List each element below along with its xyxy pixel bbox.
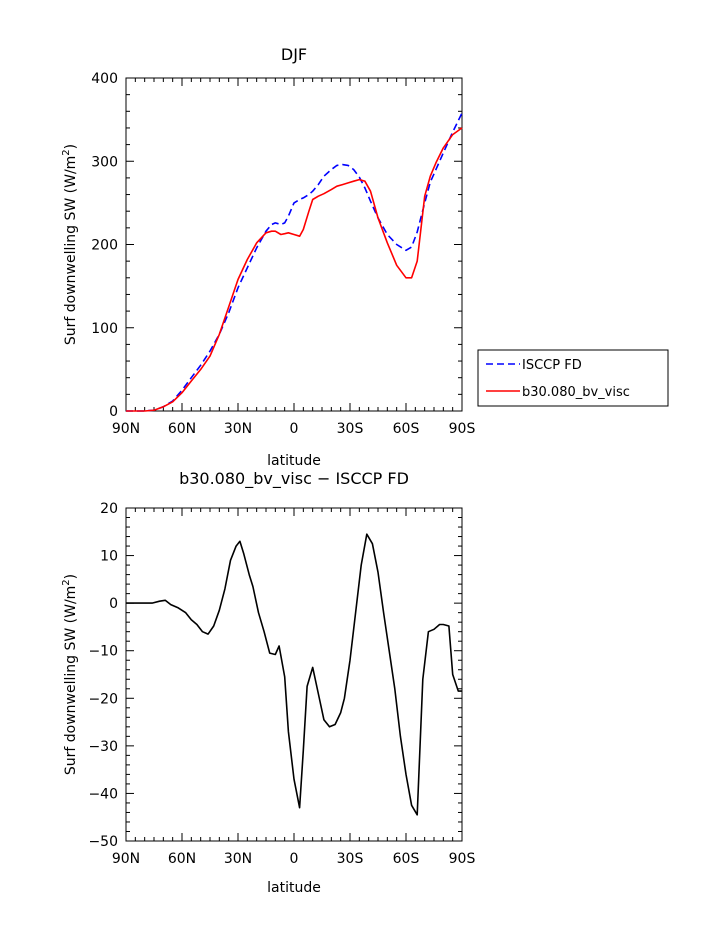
series-line-isccp-fd [126,112,463,412]
chart-panel-1: 90N 60N 30N 0 30S 60S 90S 0 100 200 300 400 DJF latit… [61,45,669,469]
plot-title: DJF [281,45,307,64]
chart-panel-2: 90N 60N 30N 0 30S 60S 90S −50 −40 −30 −20 −10 0 10 20 b… [61,469,475,896]
x-tick-label: 0 [290,851,299,867]
y-tick-label: 0 [109,404,118,420]
series-line-difference [126,533,462,816]
legend-entry: ISCCP FD [522,358,582,373]
y-tick-label: 300 [91,154,118,170]
plot-frame [125,507,463,842]
y-tick-label: −20 [88,691,118,707]
x-tick-label: 90N [112,421,140,437]
y-tick-label: 0 [109,596,118,612]
x-tick-label: 90S [449,851,476,867]
y-axis-label-close: ) [63,144,79,149]
y-axis-label-superscript: 2 [61,579,72,585]
x-tick-label: 30N [224,851,252,867]
x-tick-label: 30S [337,421,364,437]
plot-frame [125,77,463,412]
x-tick-label: 30S [337,851,364,867]
legend-entry: b30.080_bv_visc [522,385,630,400]
x-tick-label: 0 [290,421,299,437]
y-tick-label: −30 [88,739,118,755]
y-axis-label: Surf downwelling SW (W/m2) [61,144,79,345]
legend: ISCCP FD b30.080_bv_visc [477,349,669,407]
x-tick-label: 60N [168,851,196,867]
y-tick-label: 20 [100,501,118,517]
y-tick-label: 400 [91,71,118,87]
y-tick-label: −40 [88,786,118,802]
x-tick-label: 60N [168,421,196,437]
y-axis-label-text: Surf downwelling SW (W/m [63,586,79,775]
x-tick-label: 90S [449,421,476,437]
y-axis-label-close: ) [63,574,79,579]
y-tick-label: 10 [100,549,118,565]
y-tick-label: −10 [88,644,118,660]
x-axis-label: latitude [267,880,321,896]
x-axis-label: latitude [267,453,321,469]
series-line-b30-080-bv-visc [126,127,463,412]
legend-box [477,349,669,407]
x-tick-label: 60S [393,851,420,867]
y-axis-label: Surf downwelling SW (W/m2) [61,574,79,775]
x-tick-label: 90N [112,851,140,867]
y-tick-label: 100 [91,321,118,337]
y-axis-label-superscript: 2 [61,149,72,155]
x-tick-label: 60S [393,421,420,437]
y-tick-label: −50 [88,834,118,850]
y-axis-label-text: Surf downwelling SW (W/m [63,156,79,345]
x-tick-label: 30N [224,421,252,437]
y-tick-label: 200 [91,238,118,254]
plot-title: b30.080_bv_visc − ISCCP FD [179,469,409,489]
